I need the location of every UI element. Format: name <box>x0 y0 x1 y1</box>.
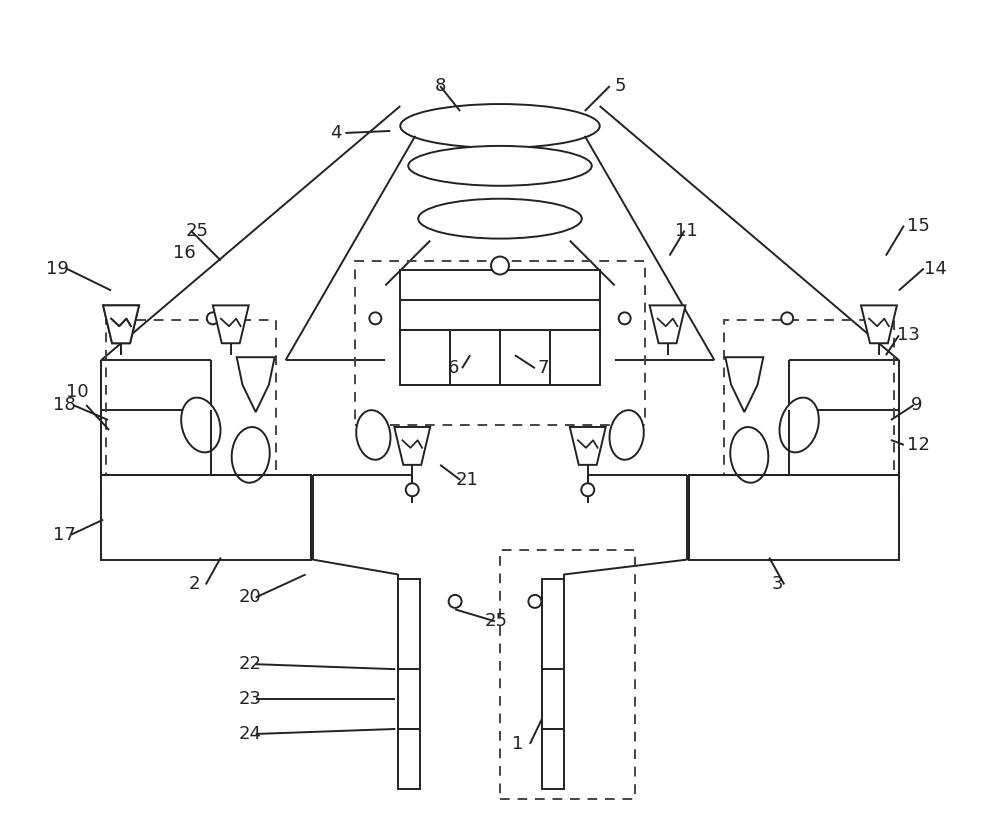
Text: 17: 17 <box>53 526 76 543</box>
Text: 16: 16 <box>173 244 196 261</box>
Polygon shape <box>103 306 139 344</box>
Bar <box>400 270 600 330</box>
Text: 9: 9 <box>911 396 922 414</box>
Bar <box>689 475 899 559</box>
Text: 14: 14 <box>924 260 947 277</box>
Text: 2: 2 <box>189 575 200 593</box>
Circle shape <box>406 483 419 496</box>
Text: 1: 1 <box>512 735 523 753</box>
Polygon shape <box>861 306 897 344</box>
Bar <box>400 330 600 385</box>
Circle shape <box>491 256 509 275</box>
Text: 11: 11 <box>675 222 697 239</box>
Polygon shape <box>213 306 249 344</box>
Text: 7: 7 <box>538 360 549 377</box>
Circle shape <box>781 312 793 324</box>
Text: 18: 18 <box>53 396 76 414</box>
Ellipse shape <box>356 410 390 459</box>
Text: 23: 23 <box>239 690 262 708</box>
Bar <box>106 320 276 475</box>
Text: 21: 21 <box>455 470 478 489</box>
Text: 10: 10 <box>66 383 89 401</box>
Text: 24: 24 <box>239 725 262 743</box>
Bar <box>101 475 311 559</box>
Ellipse shape <box>232 427 270 483</box>
Text: 4: 4 <box>330 124 342 142</box>
Circle shape <box>369 312 381 324</box>
Text: 13: 13 <box>897 326 920 344</box>
Bar <box>355 260 645 425</box>
Circle shape <box>581 483 594 496</box>
Circle shape <box>619 312 631 324</box>
Bar <box>398 580 420 789</box>
Ellipse shape <box>400 104 600 148</box>
Ellipse shape <box>418 199 582 239</box>
Polygon shape <box>103 306 139 344</box>
Ellipse shape <box>779 397 819 453</box>
Ellipse shape <box>408 146 592 186</box>
Bar <box>542 580 564 789</box>
Text: 3: 3 <box>771 575 783 593</box>
Text: 19: 19 <box>46 260 69 277</box>
Polygon shape <box>650 306 685 344</box>
Circle shape <box>449 595 462 608</box>
Ellipse shape <box>730 427 768 483</box>
Text: 22: 22 <box>239 655 262 673</box>
Text: 15: 15 <box>907 217 930 234</box>
Text: 8: 8 <box>435 77 447 95</box>
Polygon shape <box>394 427 430 465</box>
Ellipse shape <box>181 397 221 453</box>
Text: 25: 25 <box>186 222 209 239</box>
Polygon shape <box>570 427 606 465</box>
Polygon shape <box>237 357 275 412</box>
Circle shape <box>528 595 541 608</box>
Text: 20: 20 <box>239 588 261 606</box>
Circle shape <box>207 312 219 324</box>
Text: 6: 6 <box>448 360 460 377</box>
Text: 5: 5 <box>615 77 626 95</box>
Bar <box>724 320 894 475</box>
Text: 25: 25 <box>485 612 508 630</box>
Ellipse shape <box>610 410 644 459</box>
Polygon shape <box>725 357 763 412</box>
Bar <box>500 549 635 799</box>
Text: 12: 12 <box>907 436 930 454</box>
